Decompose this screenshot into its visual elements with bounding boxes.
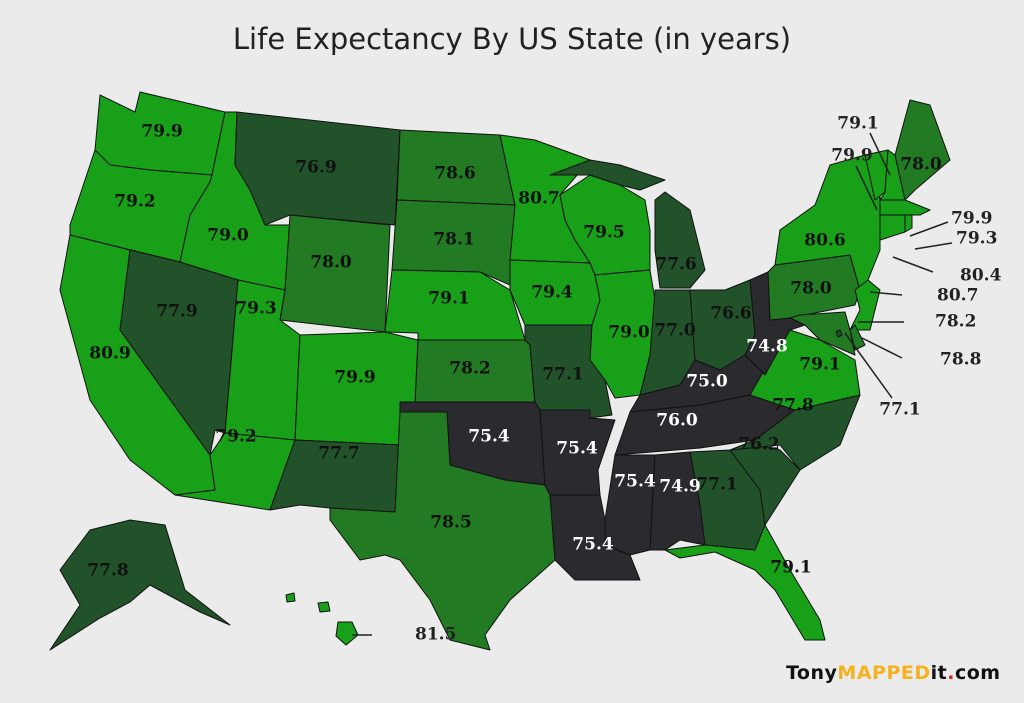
value-label: 79.0 (608, 323, 650, 343)
value-label: 79.1 (799, 355, 840, 375)
value-label: 77.1 (542, 365, 583, 385)
state-shape (279, 214, 391, 333)
value-label: 78.0 (900, 155, 942, 175)
state-shape (589, 269, 656, 399)
value-label: 77.8 (772, 396, 813, 416)
state-shape (879, 214, 906, 241)
state-shape (391, 199, 516, 286)
value-label: 80.7 (518, 189, 559, 209)
leader-line (869, 132, 891, 176)
value-label: 79.4 (531, 283, 573, 303)
value-label: 79.1 (837, 114, 878, 134)
value-label: 79.2 (114, 192, 155, 212)
value-label: 79.2 (215, 427, 256, 447)
leader-line (909, 221, 949, 237)
value-label: 81.5 (415, 625, 456, 645)
value-label: 77.9 (156, 302, 197, 322)
state-ar (539, 409, 616, 496)
value-label: 75.4 (614, 472, 656, 492)
value-label: 79.9 (141, 122, 182, 142)
value-label: 79.1 (428, 289, 469, 309)
value-label: 77.1 (696, 475, 737, 495)
logo: TonyMAPPEDit.com (786, 662, 1001, 684)
state-mi (549, 159, 706, 289)
leader-line (914, 242, 953, 250)
state-shape (894, 99, 951, 201)
state-shape (664, 524, 826, 641)
state-ak (49, 519, 231, 651)
value-label: 76.2 (738, 435, 779, 455)
leader-line (869, 291, 903, 296)
leader-line (892, 256, 934, 273)
value-label: 74.9 (659, 477, 700, 497)
value-label: 75.4 (572, 535, 614, 555)
state-shape (329, 411, 556, 651)
state-fl (664, 524, 826, 641)
state-dc (835, 329, 843, 338)
state-sd (391, 199, 516, 286)
value-label: 78.2 (449, 359, 490, 379)
value-label: 74.8 (746, 337, 787, 357)
state-shape (285, 592, 296, 603)
value-label: 77.7 (318, 444, 359, 464)
value-label: 77.1 (879, 400, 920, 420)
map-title: Life Expectancy By US State (in years) (232, 22, 792, 56)
value-label: 78.2 (935, 312, 976, 332)
state-shape (317, 601, 331, 613)
value-label: 78.1 (433, 230, 474, 250)
value-label: 75.4 (556, 439, 598, 459)
value-label: 78.5 (430, 513, 471, 533)
value-label: 78.0 (310, 253, 352, 273)
value-label: 80.6 (804, 231, 845, 251)
value-label: 77.0 (654, 321, 696, 341)
value-label: 76.9 (295, 158, 336, 178)
state-shape (539, 409, 616, 496)
value-label: 77.8 (87, 561, 128, 581)
value-label: 79.1 (770, 558, 811, 578)
value-label: 79.0 (207, 226, 249, 246)
value-label: 79.9 (951, 209, 992, 229)
state-tx (329, 411, 556, 651)
value-label: 79.5 (583, 223, 624, 243)
value-label: 78.8 (940, 350, 981, 370)
value-label: 77.6 (655, 255, 696, 275)
value-label: 79.3 (956, 229, 997, 249)
leader-line (861, 337, 903, 359)
state-ri (904, 214, 913, 233)
state-shape (335, 621, 359, 646)
value-label: 80.4 (960, 266, 1002, 286)
state-il (589, 269, 656, 399)
value-label: 79.9 (831, 146, 872, 166)
state-shape (879, 199, 931, 216)
state-shape (49, 519, 231, 651)
leader-line (844, 332, 893, 399)
value-label: 76.6 (710, 304, 751, 324)
value-label: 79.3 (235, 299, 276, 319)
value-label: 79.9 (334, 368, 375, 388)
leader-line (855, 165, 878, 211)
state-me (894, 99, 951, 201)
value-label: 76.0 (656, 411, 698, 431)
value-label: 80.9 (89, 344, 130, 364)
value-label: 80.7 (937, 286, 978, 306)
state-shape (904, 214, 913, 233)
value-label: 78.6 (434, 164, 475, 184)
state-shape (654, 191, 706, 289)
value-label: 75.0 (686, 372, 728, 392)
state-hi (285, 592, 359, 646)
state-ct (879, 214, 906, 241)
state-ma (879, 199, 931, 216)
state-wy (279, 214, 391, 333)
value-label: 75.4 (468, 427, 510, 447)
value-label: 78.0 (790, 279, 832, 299)
state-shape (835, 329, 843, 338)
state-shape (549, 159, 666, 191)
